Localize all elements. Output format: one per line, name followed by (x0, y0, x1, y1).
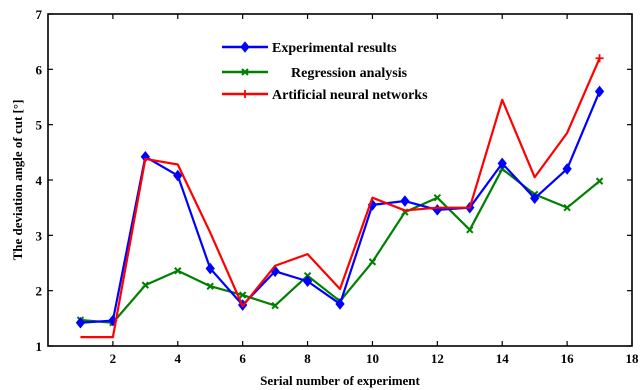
data-point (271, 301, 279, 310)
legend-label: Artificial neural networks (272, 88, 428, 103)
x-tick-label: 2 (110, 351, 117, 366)
legend-label: Regression analysis (291, 66, 408, 81)
x-tick-label: 16 (561, 351, 575, 366)
y-tick-label: 4 (36, 173, 43, 188)
legend-entry: Experimental results (222, 41, 397, 56)
data-point (206, 282, 214, 290)
legend-marker (241, 90, 249, 98)
data-point (368, 258, 377, 266)
legend-entry: Artificial neural networks (222, 88, 428, 103)
data-point (205, 262, 215, 275)
x-tick-label: 10 (366, 351, 379, 366)
legend-entry: Regression analysis (222, 66, 408, 81)
data-point (174, 267, 182, 275)
x-tick-label: 4 (175, 351, 182, 366)
x-tick-label: 8 (304, 351, 311, 366)
x-tick-label: 6 (239, 351, 246, 366)
data-point (302, 275, 313, 288)
series-layer (75, 54, 605, 339)
data-point (595, 177, 604, 185)
x-tick-label: 12 (431, 351, 444, 366)
y-tick-label: 5 (36, 118, 43, 133)
y-tick-label: 3 (36, 228, 43, 243)
y-tick-label: 6 (36, 62, 43, 77)
legend-box (218, 30, 486, 104)
data-point (530, 192, 540, 205)
series-ann (80, 54, 604, 339)
y-tick-label: 7 (36, 7, 43, 22)
legend-marker (241, 68, 249, 76)
legend: Experimental results Regression analysis A… (218, 30, 486, 104)
data-point (595, 54, 604, 63)
y-axis-label: The deviation angle of cut [°] (10, 100, 25, 261)
data-point (563, 203, 571, 212)
data-point (466, 226, 474, 234)
data-point (400, 195, 410, 207)
y-tick-label: 2 (36, 284, 43, 299)
data-point (433, 193, 442, 202)
data-point (75, 316, 86, 329)
series-line (80, 57, 601, 339)
x-tick-label: 14 (496, 351, 510, 366)
data-point (335, 298, 345, 310)
data-point (238, 291, 247, 299)
data-point (562, 163, 572, 175)
x-axis-label: Serial number of experiment (260, 373, 420, 388)
data-point (432, 204, 442, 216)
data-point (173, 169, 183, 182)
data-point (141, 281, 150, 289)
data-point (594, 85, 605, 98)
y-tick-label: 1 (36, 339, 43, 354)
data-point (497, 157, 507, 170)
series-experimental (75, 85, 605, 329)
x-tick-label: 18 (626, 351, 640, 366)
legend-label: Experimental results (272, 41, 397, 56)
legend-marker (240, 41, 250, 53)
